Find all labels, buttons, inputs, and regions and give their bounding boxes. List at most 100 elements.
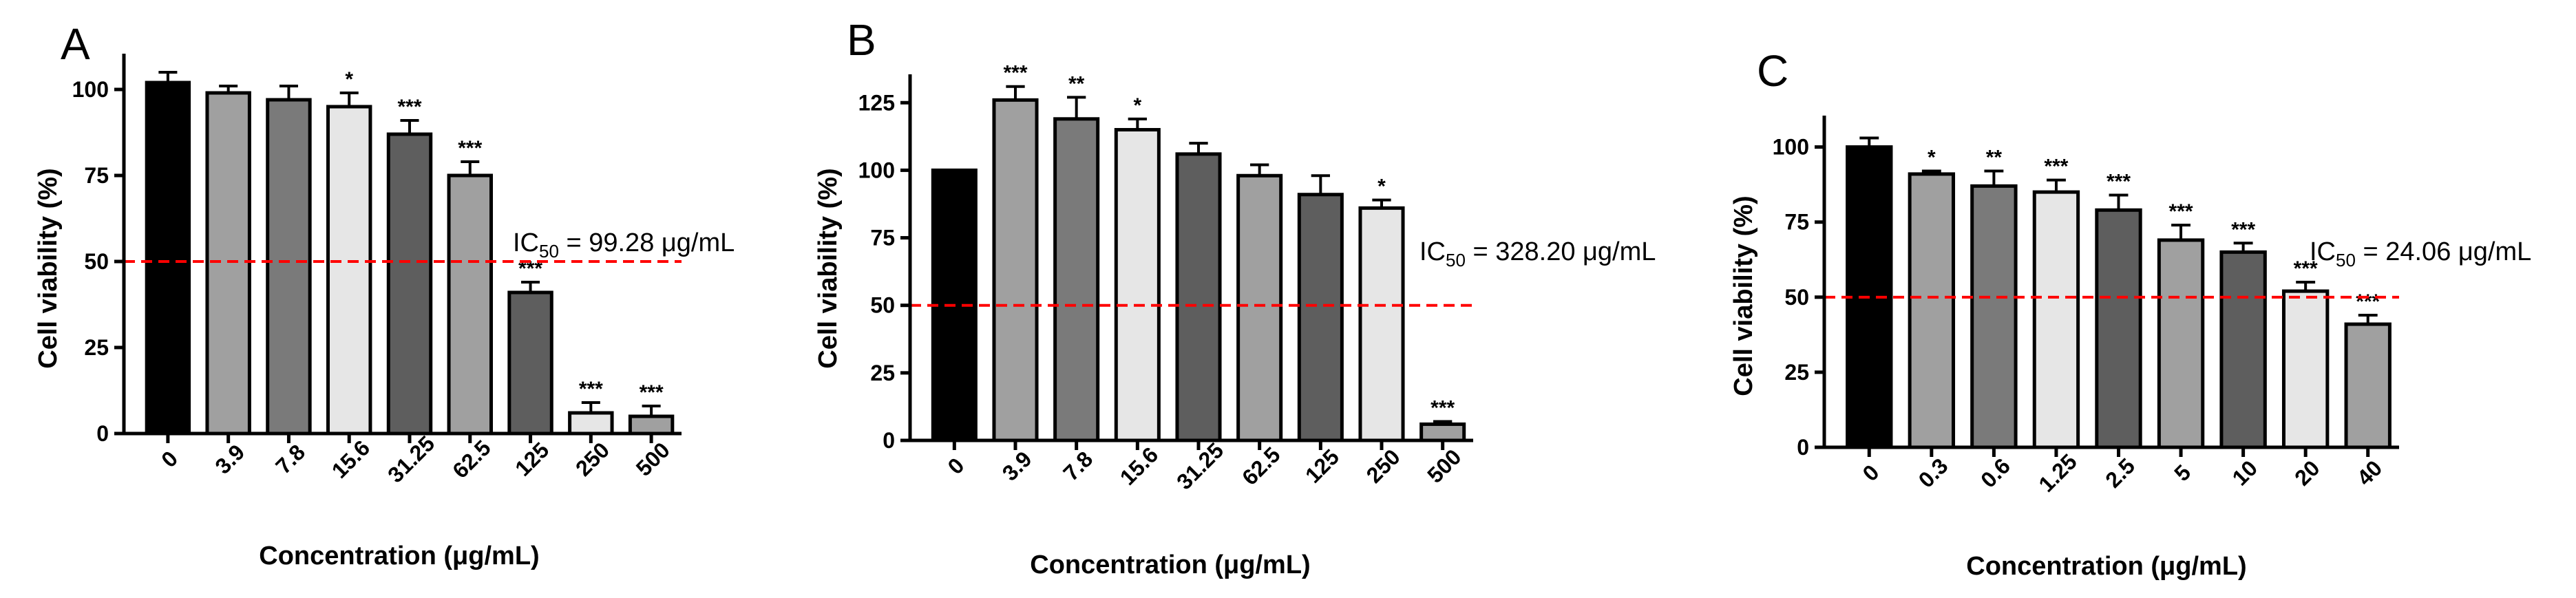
x-axis-title: Concentration (μg/mL) bbox=[1030, 551, 1310, 579]
x-tick-label: 0 bbox=[156, 446, 182, 472]
bar bbox=[326, 105, 372, 436]
bar bbox=[507, 290, 553, 436]
bar bbox=[568, 411, 614, 436]
x-tick-label: 15.6 bbox=[327, 435, 374, 482]
y-axis-title: Cell viability (%) bbox=[814, 168, 843, 368]
y-axis-title: Cell viability (%) bbox=[34, 168, 63, 368]
x-tick-label: 125 bbox=[510, 438, 553, 481]
x-tick-label: 0.6 bbox=[1976, 453, 2015, 493]
bar bbox=[1419, 422, 1466, 442]
ic50-value: = 99.28 μg/mL bbox=[559, 228, 735, 257]
y-tick-label: 125 bbox=[858, 90, 895, 115]
panel-label: B bbox=[847, 15, 876, 65]
bar bbox=[1114, 128, 1161, 442]
x-tick-label: 0 bbox=[943, 453, 969, 479]
significance-label: *** bbox=[1430, 397, 1455, 420]
ic50-prefix: IC bbox=[2310, 237, 2336, 266]
x-tick-label: 3.9 bbox=[210, 440, 249, 479]
significance-label: ** bbox=[1986, 147, 2003, 169]
significance-label: *** bbox=[2169, 200, 2193, 223]
chart-panel-c: C Cell viability (%) Concentration (μg/m… bbox=[1729, 46, 2531, 581]
x-tick-label: 10 bbox=[2228, 456, 2263, 491]
significance-label: * bbox=[1133, 94, 1141, 117]
bar bbox=[992, 98, 1039, 442]
significance-label: ** bbox=[1068, 72, 1085, 95]
chart-panel-b: B Cell viability (%) Concentration (μg/m… bbox=[814, 15, 1656, 579]
bar bbox=[2157, 238, 2205, 449]
significance-label: *** bbox=[2231, 218, 2255, 241]
bar bbox=[628, 414, 675, 436]
bar bbox=[145, 81, 191, 436]
ic50-value: = 328.20 μg/mL bbox=[1466, 237, 1656, 266]
bar bbox=[266, 98, 312, 436]
chart-panel-a: A Cell viability (%) Concentration (μg/m… bbox=[34, 19, 735, 570]
y-tick-label: 100 bbox=[1773, 135, 1809, 160]
ic50-value: = 24.06 μg/mL bbox=[2356, 237, 2531, 266]
x-tick-label: 3.9 bbox=[997, 447, 1037, 486]
x-tick-label: 7.8 bbox=[271, 440, 310, 479]
bar bbox=[1358, 206, 1405, 442]
significance-label: *** bbox=[2294, 257, 2318, 280]
x-tick-label: 0 bbox=[1857, 460, 1883, 486]
y-tick-label: 100 bbox=[72, 77, 109, 102]
x-tick-label: 5 bbox=[2169, 460, 2195, 486]
y-tick-label: 50 bbox=[84, 249, 109, 274]
y-tick-label: 0 bbox=[1797, 435, 1809, 460]
significance-label: *** bbox=[458, 137, 482, 160]
x-tick-label: 250 bbox=[1362, 445, 1405, 488]
significance-label: *** bbox=[579, 378, 603, 401]
y-axis-title: Cell viability (%) bbox=[1729, 195, 1758, 396]
bar bbox=[1236, 173, 1283, 442]
x-tick-label: 500 bbox=[631, 438, 675, 481]
y-tick-label: 0 bbox=[883, 428, 895, 453]
ic50-annotation: IC50 = 328.20 μg/mL bbox=[1419, 237, 1656, 270]
bar bbox=[386, 132, 433, 436]
x-axis-title: Concentration (μg/mL) bbox=[259, 542, 539, 570]
ic50-annotation: IC50 = 99.28 μg/mL bbox=[513, 228, 735, 261]
y-tick-label: 75 bbox=[870, 226, 895, 250]
y-tick-label: 50 bbox=[1784, 285, 1809, 310]
x-tick-label: 62.5 bbox=[447, 435, 495, 482]
x-tick-label: 500 bbox=[1422, 445, 1466, 488]
ic50-subscript: 50 bbox=[539, 241, 559, 261]
significance-label: * bbox=[345, 68, 353, 91]
y-tick-label: 25 bbox=[84, 335, 109, 360]
ic50-subscript: 50 bbox=[2336, 250, 2356, 270]
bar bbox=[1175, 152, 1222, 442]
significance-label: *** bbox=[1003, 62, 1027, 85]
bar bbox=[1297, 193, 1344, 442]
x-tick-label: 40 bbox=[2352, 456, 2387, 491]
x-tick-label: 7.8 bbox=[1058, 447, 1097, 486]
x-tick-label: 1.25 bbox=[2034, 449, 2081, 496]
bar bbox=[2095, 208, 2142, 449]
significance-label: * bbox=[1377, 175, 1386, 198]
y-tick-label: 75 bbox=[84, 163, 109, 188]
ic50-annotation: IC50 = 24.06 μg/mL bbox=[2310, 237, 2531, 270]
y-tick-label: 25 bbox=[1784, 360, 1809, 385]
x-tick-label: 125 bbox=[1300, 445, 1344, 488]
panel-label: C bbox=[1757, 46, 1788, 96]
ic50-subscript: 50 bbox=[1446, 250, 1466, 270]
y-tick-label: 0 bbox=[96, 421, 109, 446]
bar bbox=[447, 173, 493, 436]
bar bbox=[1970, 184, 2018, 449]
bar bbox=[2032, 190, 2080, 449]
ic50-prefix: IC bbox=[513, 228, 539, 257]
x-tick-label: 2.5 bbox=[2100, 453, 2140, 493]
ic50-prefix: IC bbox=[1419, 237, 1446, 266]
y-tick-label: 100 bbox=[858, 158, 895, 182]
x-axis-title: Concentration (μg/mL) bbox=[1966, 552, 2246, 581]
y-tick-label: 50 bbox=[870, 293, 895, 318]
bar bbox=[2281, 289, 2330, 449]
significance-label: *** bbox=[2107, 170, 2131, 193]
significance-label: *** bbox=[2044, 156, 2068, 178]
significance-label: * bbox=[1928, 147, 1936, 169]
bar bbox=[205, 91, 251, 436]
x-tick-label: 20 bbox=[2290, 456, 2325, 491]
bar bbox=[1053, 117, 1100, 442]
significance-label: *** bbox=[640, 381, 664, 404]
bar bbox=[1908, 172, 1956, 449]
panel-label: A bbox=[61, 19, 90, 69]
bar bbox=[2344, 322, 2392, 449]
